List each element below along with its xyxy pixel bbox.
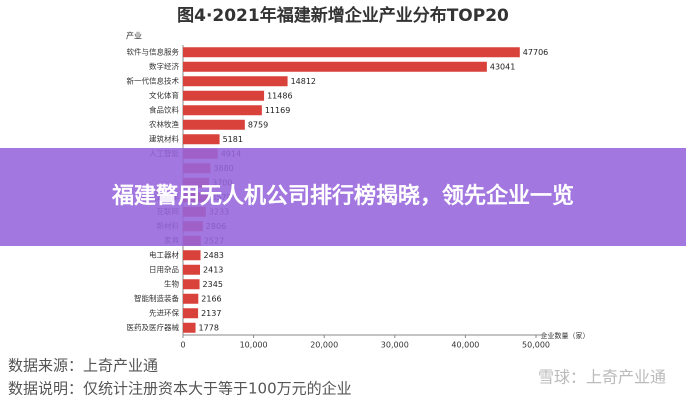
bar — [183, 264, 201, 275]
y-tick-label: 农林牧渔 — [149, 119, 179, 129]
bar — [183, 119, 245, 130]
data-label: 5181 — [223, 135, 243, 144]
y-axis-title: 产业 — [126, 31, 142, 41]
data-label: 2413 — [203, 265, 223, 274]
chart-title: 图4·2021年福建新增企业产业分布TOP20 — [177, 5, 509, 26]
x-tick-label: 10,000 — [240, 341, 268, 350]
data-label: 11169 — [265, 106, 290, 115]
y-tick-label: 食品饮料 — [149, 104, 179, 114]
y-tick-label: 先进环保 — [149, 307, 179, 317]
y-tick-label: 生物 — [164, 278, 179, 288]
note: 数据来源：上奇产业通 — [8, 357, 158, 375]
y-tick-label: 文化体育 — [149, 90, 179, 100]
bar — [183, 61, 487, 72]
bar — [183, 279, 200, 290]
x-tick-label: 0 — [180, 341, 185, 350]
banner: 福建警用无人机公司排行榜揭晓，领先企业一览 — [0, 148, 686, 246]
y-tick-label: 医药及医疗器械 — [127, 322, 180, 332]
data-label: 2483 — [204, 251, 224, 260]
y-tick-label: 建筑材料 — [149, 133, 179, 143]
data-label: 2166 — [201, 294, 221, 303]
watermark: 雪球：上奇产业通 — [538, 368, 666, 387]
y-tick-label: 智能制造装备 — [134, 293, 179, 303]
y-tick-label: 新一代信息技术 — [127, 75, 180, 85]
data-label: 47706 — [523, 48, 548, 57]
x-tick-label: 30,000 — [381, 341, 409, 350]
bar — [183, 90, 265, 101]
y-tick-label: 数字经济 — [149, 61, 179, 71]
bar — [183, 322, 196, 333]
data-label: 2345 — [203, 280, 223, 289]
x-tick-label: 50,000 — [522, 341, 550, 350]
x-tick-label: 20,000 — [310, 341, 338, 350]
bar — [183, 250, 201, 261]
y-tick-label: 电工器材 — [149, 249, 179, 259]
bar — [183, 134, 220, 145]
bar — [183, 105, 262, 116]
data-label: 2137 — [201, 309, 221, 318]
note: 数据说明：仅统计注册资本大于等于100万元的企业 — [8, 380, 352, 398]
data-label: 1778 — [199, 323, 219, 332]
bar — [183, 293, 199, 304]
data-label: 43041 — [490, 62, 515, 71]
bar — [183, 308, 199, 319]
data-label: 8759 — [248, 120, 268, 129]
y-tick-label: 日用杂品 — [149, 265, 179, 274]
data-label: 11486 — [267, 91, 292, 100]
data-label: 14812 — [291, 77, 316, 86]
x-tick-label: 40,000 — [451, 341, 479, 350]
bar — [183, 47, 520, 58]
bar — [183, 76, 288, 87]
y-tick-label: 软件与信息服务 — [127, 46, 180, 56]
x-axis-title: 企业数量（家） — [541, 331, 590, 340]
